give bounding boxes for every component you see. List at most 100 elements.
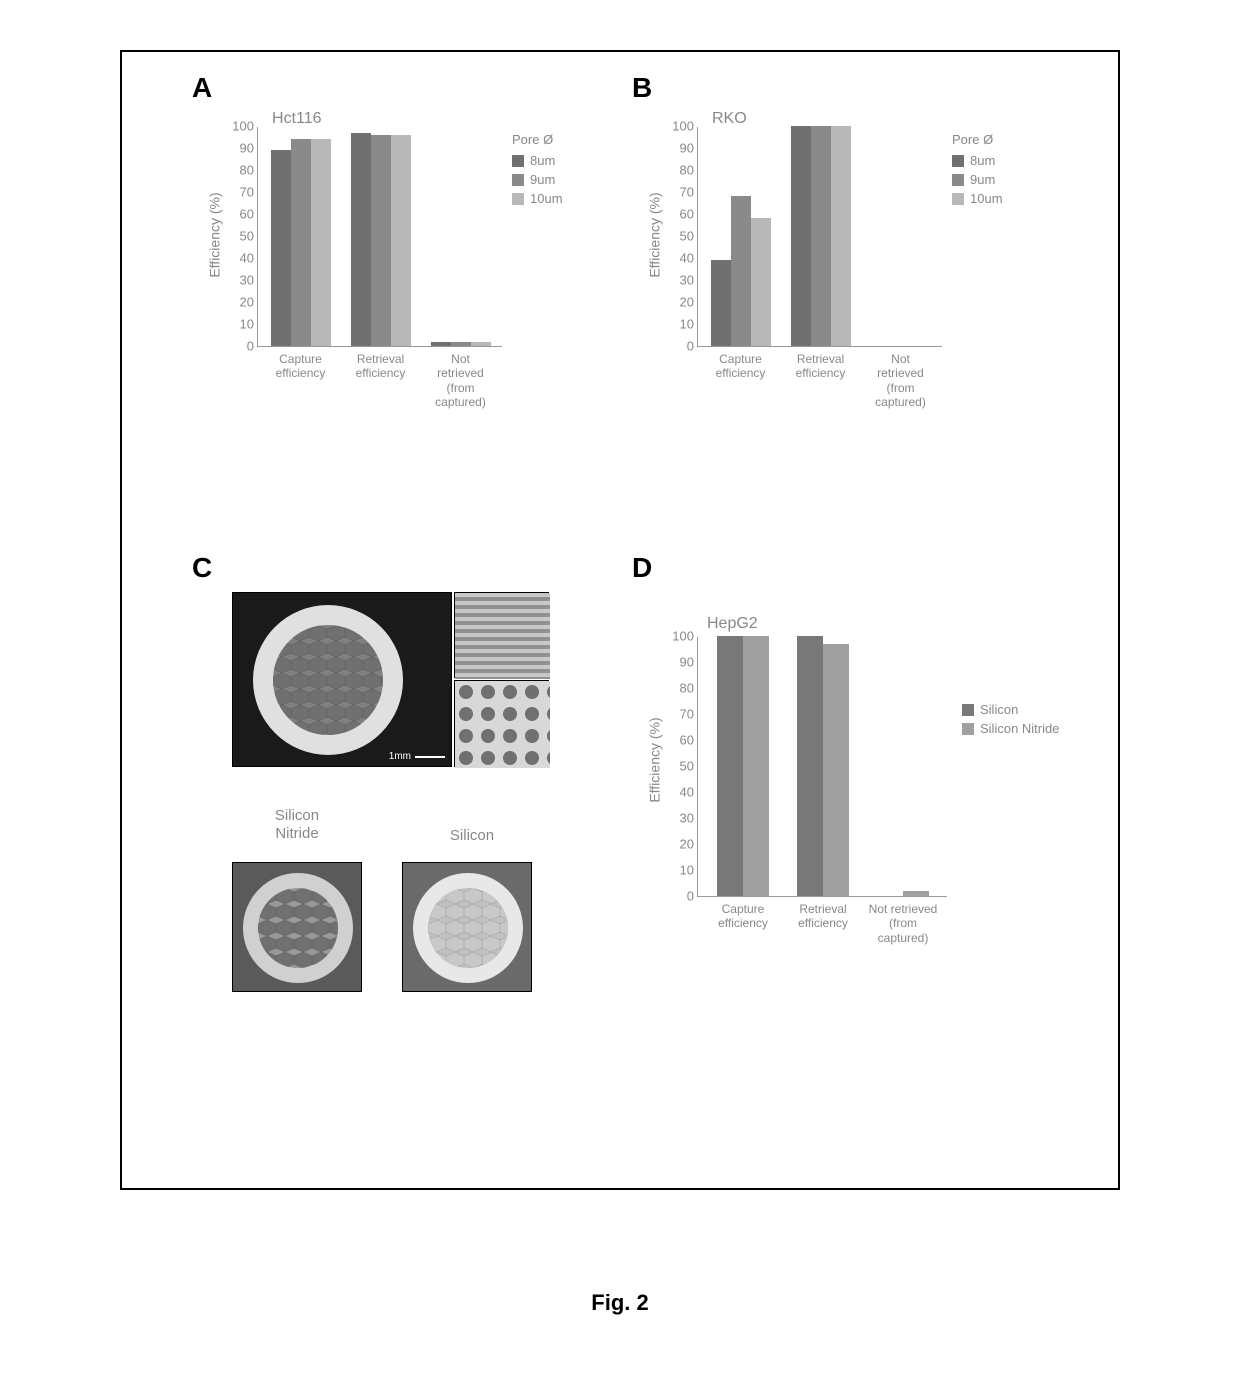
x-tick: Not retrieved (from captured) [861,346,941,410]
y-tick: 20 [680,295,698,310]
legend-label: 9um [530,172,555,187]
y-tick: 50 [240,229,258,244]
bar [391,135,411,346]
panel-b-label: B [632,72,652,104]
y-tick: 100 [672,119,698,134]
y-tick: 90 [240,141,258,156]
figure-caption: Fig. 2 [50,1290,1190,1316]
legend-swatch [512,193,524,205]
legend-swatch [512,155,524,167]
panel-b-title: RKO [712,110,747,128]
stripe-pattern-icon [455,593,550,679]
y-tick: 10 [680,317,698,332]
legend-swatch [952,174,964,186]
panel-d-title: HepG2 [707,615,758,633]
bar [751,218,771,346]
wafer-inner [273,625,383,735]
scalebar [415,756,445,758]
panel-b-ylabel: Efficiency (%) [647,192,663,277]
sin-inner [258,888,338,968]
y-tick: 100 [232,119,258,134]
panel-c: C 1mm [192,552,612,1052]
y-tick: 80 [240,163,258,178]
y-tick: 70 [680,707,698,722]
y-tick: 0 [247,339,258,354]
y-tick: 20 [240,295,258,310]
x-tick: Capture efficiency [701,346,781,381]
x-tick: Not retrieved (from captured) [867,896,939,945]
figure-container: A Hct116 Efficiency (%) 0102030405060708… [120,50,1120,1190]
legend-label: 8um [530,153,555,168]
legend-item: Silicon [962,702,1059,717]
legend-swatch [962,704,974,716]
y-tick: 30 [240,273,258,288]
panel-c-label: C [192,552,212,584]
legend-item: 9um [952,172,1003,187]
y-tick: 80 [680,681,698,696]
panel-a-chart: 0102030405060708090100Capture efficiency… [257,127,502,347]
panel-a-legend: Pore Ø8um9um10um [512,132,563,210]
panel-d: D HepG2 Efficiency (%) 01020304050607080… [632,552,1072,972]
panel-a: A Hct116 Efficiency (%) 0102030405060708… [192,72,612,432]
bar [731,196,751,346]
y-tick: 90 [680,655,698,670]
x-tick: Retrieval efficiency [787,896,859,931]
bar [811,126,831,346]
legend-swatch [512,174,524,186]
dot-pattern-icon [455,681,550,768]
legend-title: Pore Ø [512,132,563,147]
y-tick: 30 [680,273,698,288]
y-tick: 10 [240,317,258,332]
bar [371,135,391,346]
bar [717,636,743,896]
bar [711,260,731,346]
sem-si [402,862,532,992]
y-tick: 80 [680,163,698,178]
legend-label: Silicon Nitride [980,721,1059,736]
x-tick: Retrieval efficiency [341,346,421,381]
panel-a-label: A [192,72,212,104]
bar [351,133,371,346]
scalebar-label: 1mm [389,751,411,762]
sem-label-si: Silicon [417,827,527,845]
bar [311,139,331,346]
legend-item: 8um [952,153,1003,168]
y-tick: 40 [680,251,698,266]
y-tick: 60 [680,207,698,222]
sem-sin [232,862,362,992]
legend-swatch [952,193,964,205]
legend-label: 9um [970,172,995,187]
y-tick: 60 [240,207,258,222]
bar [797,636,823,896]
y-tick: 40 [240,251,258,266]
legend-swatch [952,155,964,167]
y-tick: 0 [687,889,698,904]
sem-label-sin: Silicon Nitride [242,807,352,843]
y-tick: 70 [240,185,258,200]
y-tick: 30 [680,811,698,826]
legend-item: 8um [512,153,563,168]
bar [743,636,769,896]
y-tick: 60 [680,733,698,748]
panel-d-chart: 0102030405060708090100Capture efficiency… [697,637,947,897]
bar [831,126,851,346]
panel-a-title: Hct116 [272,110,322,128]
legend-label: Silicon [980,702,1018,717]
bar [271,150,291,346]
legend-title: Pore Ø [952,132,1003,147]
legend-item: 9um [512,172,563,187]
legend-label: 8um [970,153,995,168]
y-tick: 50 [680,229,698,244]
panel-b: B RKO Efficiency (%) 0102030405060708090… [632,72,1052,432]
x-tick: Not retrieved (from captured) [421,346,501,410]
hex-pattern-light-icon [428,888,508,968]
panel-b-legend: Pore Ø 8um 9um 10um [952,132,1003,210]
panel-d-label: D [632,552,652,584]
sem-sub-bottom [454,680,549,767]
sem-main: 1mm [232,592,452,767]
legend-label: 10um [970,191,1003,206]
panel-b-chart: 0102030405060708090100Capture efficiency… [697,127,942,347]
bar [823,644,849,896]
y-tick: 20 [680,837,698,852]
panel-a-ylabel: Efficiency (%) [207,192,223,277]
